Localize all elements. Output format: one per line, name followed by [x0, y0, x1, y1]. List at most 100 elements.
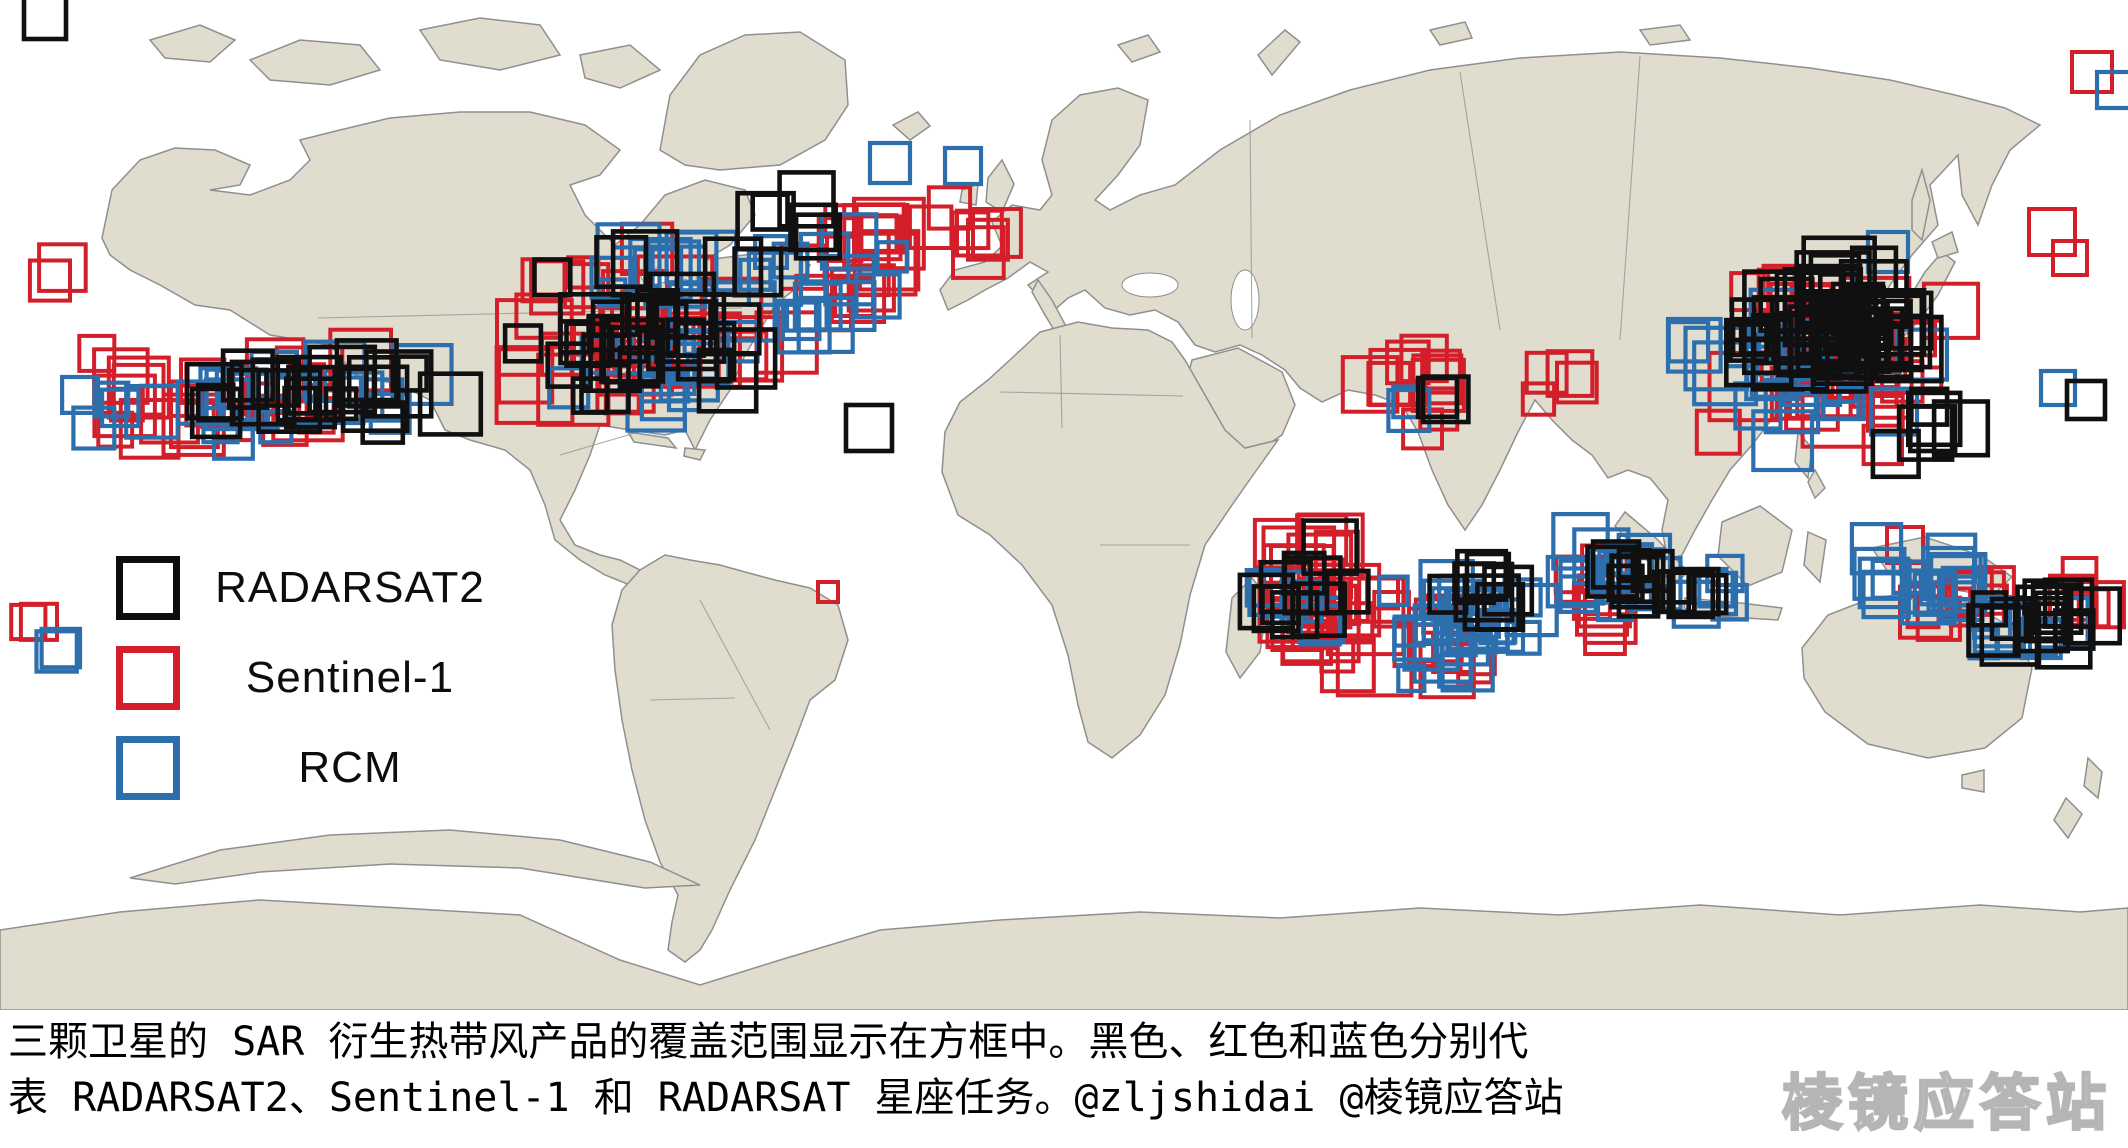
- coverage-box-red: [955, 208, 1004, 258]
- radarsat2-label: RADARSAT2: [215, 563, 485, 612]
- coverage-box-black: [360, 400, 406, 445]
- coverage-box-red: [1331, 601, 1375, 645]
- coverage-box-blue: [2094, 69, 2128, 111]
- world-map-svg: [0, 0, 2128, 1010]
- coverage-box-black: [2064, 378, 2108, 422]
- philippines: [1794, 430, 1813, 480]
- world-map: [0, 0, 2128, 1010]
- coverage-box-blue: [1869, 386, 1920, 437]
- sentinel1-swatch: [116, 646, 180, 710]
- coverage-box-red: [495, 298, 574, 377]
- coverage-box-black: [1742, 269, 1814, 342]
- coverage-box-black: [788, 202, 839, 253]
- coverage-box-red: [1295, 513, 1349, 567]
- coverage-box-blue: [1666, 320, 1711, 364]
- coverage-box-red: [853, 202, 906, 255]
- sulawesi: [1803, 530, 1827, 584]
- coverage-box-red: [77, 333, 117, 373]
- coverage-box-black: [275, 354, 344, 423]
- coverage-box-blue: [1926, 551, 1988, 613]
- coverage-box-blue: [942, 145, 984, 187]
- landmasses: [0, 17, 2128, 1010]
- coverage-box-black: [21, 0, 69, 42]
- new-zealand-north: [2083, 756, 2103, 800]
- legend-item-sentinel1: Sentinel-1: [116, 646, 520, 710]
- iceland: [891, 111, 932, 141]
- coverage-box-black: [1251, 584, 1301, 634]
- hispaniola: [683, 447, 707, 461]
- coverage-box-black: [283, 376, 337, 430]
- japan-hokkaido: [1931, 230, 1959, 259]
- continent-south-america: [611, 554, 849, 963]
- coverage-box-red: [816, 580, 840, 604]
- coverage-box-black: [594, 235, 649, 290]
- coverage-box-blue: [867, 140, 913, 186]
- coverage-box-black: [340, 364, 410, 433]
- antarctic-peninsula: [129, 829, 701, 889]
- coverage-box-black: [189, 386, 243, 440]
- coverage-box-blue: [1396, 662, 1427, 694]
- philippines: [1807, 468, 1826, 500]
- coverage-box-black: [2052, 608, 2096, 651]
- coverage-box-blue: [775, 298, 832, 355]
- coverage-box-red: [1555, 360, 1599, 405]
- arctic-island: [148, 24, 237, 63]
- coverage-box-red: [27, 258, 72, 303]
- coverage-box-red: [1520, 381, 1557, 417]
- arctic-island: [579, 44, 662, 89]
- arctic-island: [418, 17, 562, 71]
- black-sea: [1121, 272, 1179, 298]
- coverage-box-black: [843, 402, 895, 454]
- coverage-box-black: [610, 229, 680, 298]
- coverage-box-black: [1870, 428, 1921, 480]
- coverage-box-red: [1319, 637, 1376, 694]
- arctic-island: [1638, 24, 1692, 46]
- coverage-box-red: [1694, 408, 1742, 456]
- arctic-island: [248, 39, 382, 86]
- legend-item-radarsat2: RADARSAT2: [116, 556, 520, 620]
- continent-africa: [941, 321, 1280, 759]
- coverage-boxes: [9, 0, 2128, 700]
- coverage-box-black: [1728, 322, 1769, 363]
- coverage-box-black: [2023, 601, 2066, 644]
- great-britain: [985, 158, 1015, 214]
- coverage-box-black: [1845, 293, 1925, 373]
- coverage-box-blue: [1402, 614, 1460, 672]
- coverage-box-red: [18, 601, 59, 642]
- coverage-box-black: [1931, 399, 1991, 458]
- watermark: 棱镜应答站: [1781, 1068, 2112, 1141]
- coverage-box-blue: [1545, 554, 1600, 609]
- coverage-box-red: [907, 204, 954, 250]
- coverage-box-blue: [1412, 603, 1455, 646]
- legend-item-rcm: RCM: [116, 736, 520, 800]
- coverage-box-red: [1545, 349, 1595, 398]
- coverage-box-black: [1464, 551, 1512, 599]
- coverage-box-black: [665, 317, 706, 358]
- coverage-box-blue: [875, 240, 909, 274]
- coverage-box-black: [1301, 518, 1359, 576]
- coverage-box-black: [1290, 581, 1347, 638]
- cuba: [626, 431, 678, 450]
- continent-antarctica: [0, 899, 2128, 1010]
- radarsat2-swatch: [116, 556, 180, 620]
- coverage-box-black: [1724, 317, 1794, 388]
- coverage-box-black: [532, 257, 573, 298]
- coverage-box-red: [1411, 353, 1464, 406]
- coverage-box-black: [696, 347, 733, 384]
- figure-caption: 三颗卫星的 SAR 衍生热带风产品的覆盖范围显示在方框中。黑色、红色和蓝色分别代…: [8, 1014, 2118, 1126]
- coverage-box-blue: [34, 629, 79, 674]
- coverage-box-black: [1475, 581, 1526, 633]
- coverage-box-black: [364, 349, 434, 419]
- caspian-sea: [1230, 269, 1260, 331]
- coverage-box-blue: [92, 380, 131, 419]
- caption-line-2: 表 RADARSAT2、Sentinel-1 和 RADARSAT 星座任务。@…: [8, 1075, 1564, 1121]
- coverage-box-blue: [1386, 387, 1432, 434]
- coverage-box-blue: [2038, 368, 2078, 408]
- coverage-box-black: [220, 348, 275, 403]
- coverage-box-red: [966, 217, 1010, 262]
- coverage-box-black: [732, 246, 784, 298]
- coverage-box-black: [777, 170, 836, 229]
- sakhalin: [1911, 167, 1931, 242]
- coverage-box-blue: [1377, 574, 1410, 607]
- coverage-box-black: [1670, 566, 1721, 617]
